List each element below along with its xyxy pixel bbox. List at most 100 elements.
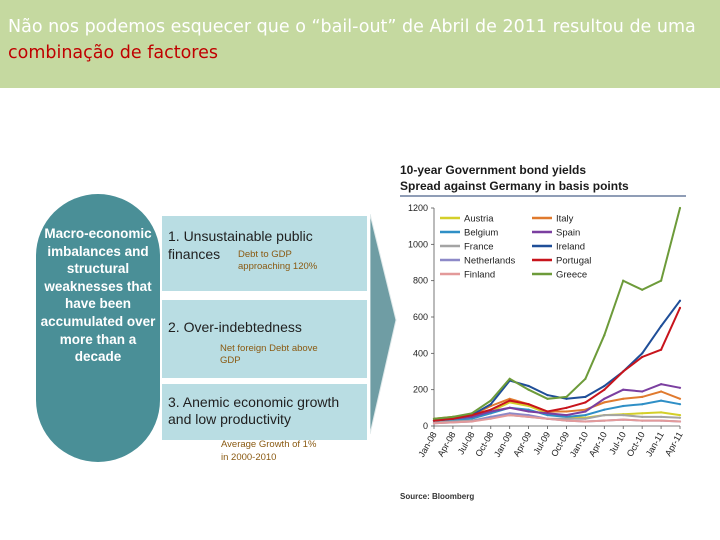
data-point-belgium <box>565 415 568 418</box>
x-tick-label: Jan-11 <box>644 430 666 458</box>
data-point-france <box>660 415 663 418</box>
data-point-finland <box>489 417 492 420</box>
data-point-greece <box>678 206 682 210</box>
data-point-spain <box>622 388 625 391</box>
cause-1-note-line1: Debt to GDP <box>238 249 292 260</box>
data-point-finland <box>432 422 436 425</box>
y-tick-label: 1000 <box>408 239 428 249</box>
series-line-finland <box>433 414 681 425</box>
data-point-italy <box>641 395 644 398</box>
data-point-finland <box>451 421 454 424</box>
cause-2-note-line2: GDP <box>220 355 241 366</box>
data-point-france <box>603 414 606 417</box>
series-line-greece <box>433 207 681 420</box>
data-point-portugal <box>432 419 436 422</box>
data-point-greece <box>641 288 644 291</box>
data-point-ireland <box>546 394 549 397</box>
cause-1-note-line2: approaching 120% <box>238 261 318 272</box>
chart-title: 10-year Government bond yields <box>400 163 586 177</box>
data-point-greece <box>432 417 436 420</box>
data-point-ireland <box>584 395 587 398</box>
slide-title: Não nos podemos esquecer que o “bail-out… <box>8 14 716 66</box>
series-line-portugal <box>433 307 681 422</box>
data-point-greece <box>508 377 511 380</box>
y-tick-label: 600 <box>413 312 428 322</box>
data-point-greece <box>489 399 492 402</box>
data-point-finland <box>470 420 473 423</box>
data-point-portugal <box>489 408 492 411</box>
data-point-greece <box>470 412 473 415</box>
slide-title-highlight: combinação de factores <box>8 43 218 63</box>
y-tick-label: 800 <box>413 276 428 286</box>
data-point-portugal <box>641 355 644 359</box>
data-point-finland <box>508 414 511 417</box>
legend-label-netherlands: Netherlands <box>464 256 515 267</box>
cause-box-1: 1. Unsustainable public finances Debt to… <box>162 216 367 291</box>
cause-box-2: 2. Over-indebtedness Net foreign Debt ab… <box>162 300 367 378</box>
macro-imbalances-oval <box>36 194 160 462</box>
cause-3-title-line1: 3. Anemic economic growth <box>168 394 340 410</box>
x-tick-label: Jan-10 <box>568 430 590 459</box>
data-point-france <box>678 416 682 419</box>
data-point-italy <box>678 397 682 400</box>
data-point-belgium <box>546 414 549 417</box>
data-point-austria <box>660 411 663 414</box>
data-point-spain <box>660 383 663 386</box>
data-point-portugal <box>622 370 625 373</box>
data-point-portugal <box>565 406 568 409</box>
data-point-ireland <box>603 384 606 388</box>
x-tick-label: Apr-09 <box>511 430 533 458</box>
cause-3-note-line1: Average Growth of 1% <box>221 439 317 450</box>
data-point-netherlands <box>508 412 511 415</box>
data-point-austria <box>678 414 682 417</box>
legend-label-austria: Austria <box>464 214 494 225</box>
x-tick-label: Apr-10 <box>587 430 609 458</box>
data-point-austria <box>641 412 644 415</box>
data-point-ireland <box>565 397 568 400</box>
data-point-finland <box>622 418 625 421</box>
data-point-france <box>622 414 625 417</box>
y-tick-label: 1200 <box>408 203 428 213</box>
data-point-spain <box>470 415 473 418</box>
data-point-greece <box>584 377 587 380</box>
data-point-finland <box>527 415 530 418</box>
data-point-portugal <box>508 399 511 402</box>
plot-area: 020040060080010001200Jan-08Apr-08Jul-08O… <box>408 203 685 459</box>
cause-box-3: 3. Anemic economic growth and low produc… <box>162 384 367 440</box>
data-point-portugal <box>660 348 663 351</box>
cause-3-note-line2: in 2000-2010 <box>221 452 277 463</box>
bond-yield-chart: 10-year Government bond yields Spread ag… <box>400 163 686 459</box>
data-point-ireland <box>527 384 530 388</box>
title-bar: Não nos podemos esquecer que o “bail-out… <box>0 0 720 88</box>
data-point-italy <box>508 397 511 400</box>
data-point-spain <box>678 386 682 389</box>
data-point-greece <box>527 388 530 391</box>
cause-1-title-line2: finances <box>168 246 221 262</box>
chart-source: Source: Bloomberg <box>400 492 475 501</box>
cause-3-title-line2: and low productivity <box>168 411 291 427</box>
y-tick-label: 0 <box>423 421 428 431</box>
data-point-spain <box>546 412 549 415</box>
data-point-belgium <box>603 408 606 411</box>
data-point-italy <box>660 390 663 393</box>
data-point-greece <box>603 334 606 337</box>
y-tick-label: 400 <box>413 348 428 358</box>
legend-label-belgium: Belgium <box>464 228 498 239</box>
data-point-ireland <box>641 352 644 355</box>
series-line-spain <box>433 383 681 422</box>
data-point-belgium <box>622 404 625 408</box>
data-point-france <box>565 417 568 420</box>
x-tick-label: Apr-08 <box>435 430 457 458</box>
series-line-ireland <box>433 300 681 422</box>
data-point-ireland <box>660 325 663 328</box>
data-point-spain <box>508 406 511 409</box>
data-point-portugal <box>451 417 454 420</box>
data-point-greece <box>622 279 625 282</box>
data-point-finland <box>565 419 568 422</box>
data-point-finland <box>660 419 663 422</box>
data-point-portugal <box>527 403 530 406</box>
y-tick-label: 200 <box>413 385 428 395</box>
data-point-finland <box>641 419 644 422</box>
data-point-greece <box>660 279 663 282</box>
x-tick-label: Apr-11 <box>663 430 685 458</box>
